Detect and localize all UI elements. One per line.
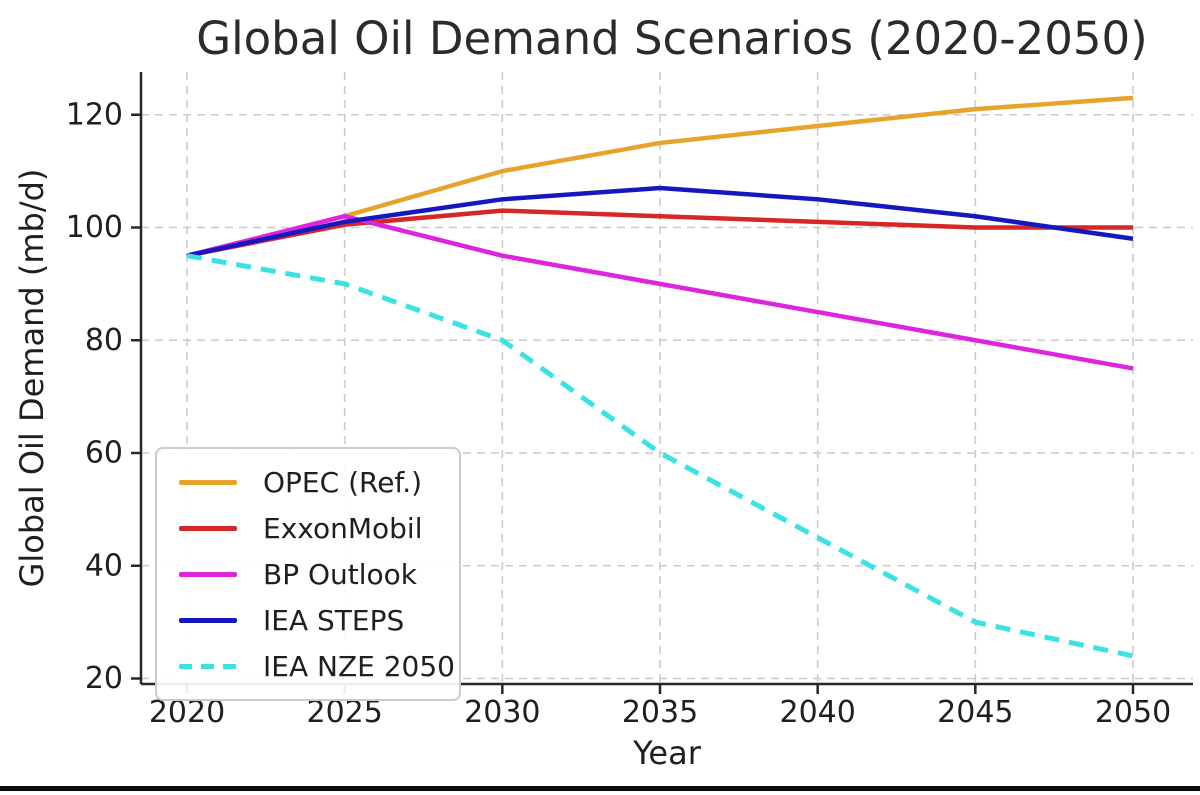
x-tick-label-2030: 2030 [464,695,540,730]
x-tick-label-2045: 2045 [937,695,1013,730]
legend-swatch [179,525,237,531]
y-tick-label-60: 60 [85,436,123,471]
y-tick-label-40: 40 [85,548,123,583]
series-line-exxonmobil [186,208,1133,258]
x-tick-label-2035: 2035 [622,695,698,730]
legend-swatch [179,571,237,577]
legend-swatch [179,479,237,485]
series-line-iea-nze-2050 [186,253,1134,659]
legend-label: IEA NZE 2050 [263,649,455,683]
legend-swatch [179,617,237,623]
bottom-divider-line [0,786,1200,791]
y-tick-label-120: 120 [66,97,123,132]
chart-title: Global Oil Demand Scenarios (2020-2050) [196,12,1148,65]
y-tick-label-20: 20 [85,661,123,696]
x-tick-label-2050: 2050 [1095,695,1171,730]
legend-item-bp-outlook: BP Outlook [157,551,459,597]
legend-swatch [179,663,237,669]
legend-label: BP Outlook [263,557,418,591]
series-line-bp-outlook [186,213,1134,371]
y-tick-label-80: 80 [85,323,123,358]
legend: OPEC (Ref.) ExxonMobil BP Outlook IEA ST… [155,447,461,701]
y-axis-label: Global Oil Demand (mb/d) [13,168,51,588]
x-tick-label-2040: 2040 [779,695,855,730]
legend-label: ExxonMobil [263,511,423,545]
legend-label: IEA STEPS [263,603,405,637]
legend-item-iea-steps: IEA STEPS [157,597,459,643]
legend-label: OPEC (Ref.) [263,465,423,499]
series-line-iea-steps [186,185,1134,258]
legend-item-opec-ref: OPEC (Ref.) [157,459,459,505]
x-axis-label: Year [633,734,701,772]
legend-item-exxonmobil: ExxonMobil [157,505,459,551]
legend-item-iea-nze-2050: IEA NZE 2050 [157,643,459,689]
y-tick-label-100: 100 [66,210,123,245]
